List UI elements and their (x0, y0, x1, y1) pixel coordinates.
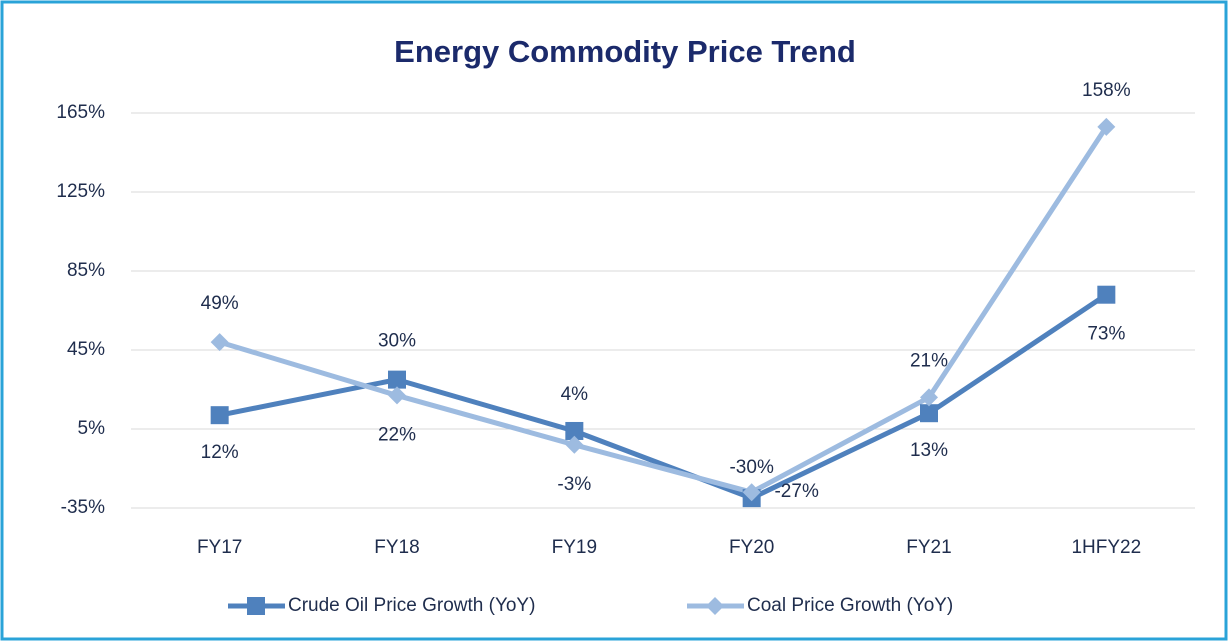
marker (742, 483, 761, 502)
data-label: 73% (1087, 324, 1125, 345)
data-label: 4% (561, 384, 589, 405)
y-tick-label: 5% (78, 418, 106, 439)
legend-label: Crude Oil Price Growth (YoY) (288, 595, 535, 616)
data-label: 49% (201, 293, 239, 314)
marker (210, 406, 229, 425)
data-label: 22% (378, 424, 416, 445)
marker (920, 404, 938, 423)
y-tick-label: 165% (56, 102, 105, 123)
x-tick-label: FY21 (906, 537, 951, 558)
marker (565, 435, 584, 454)
line (218, 125, 1109, 495)
marker (210, 333, 229, 352)
y-tick-label: -35% (61, 497, 105, 518)
y-tick-label: 45% (67, 339, 105, 360)
marker (388, 370, 406, 389)
data-label: 21% (910, 350, 948, 371)
y-tick-label: 125% (56, 181, 105, 202)
x-tick-label: FY18 (374, 537, 419, 558)
x-tick-label: FY20 (729, 537, 774, 558)
marker (388, 386, 406, 405)
data-label: -3% (557, 474, 591, 495)
y-tick-label: 85% (67, 260, 105, 281)
marker (920, 388, 938, 407)
data-label: 13% (910, 440, 948, 461)
data-label: -27% (774, 481, 818, 502)
data-label: 158% (1082, 80, 1131, 101)
data-label: 30% (378, 331, 416, 352)
x-tick-label: FY17 (197, 537, 242, 558)
legend-marker (247, 597, 265, 615)
x-tick-label: FY19 (552, 537, 597, 558)
marker (565, 421, 584, 440)
legend-label: Coal Price Growth (YoY) (747, 595, 953, 616)
x-tick-label: 1HFY22 (1071, 537, 1141, 558)
data-label: 12% (201, 442, 239, 463)
marker (1097, 117, 1116, 136)
legend-marker (706, 597, 724, 615)
chart-title: Energy Commodity Price Trend (394, 34, 856, 69)
data-label: -30% (729, 457, 773, 478)
marker (1097, 285, 1116, 304)
